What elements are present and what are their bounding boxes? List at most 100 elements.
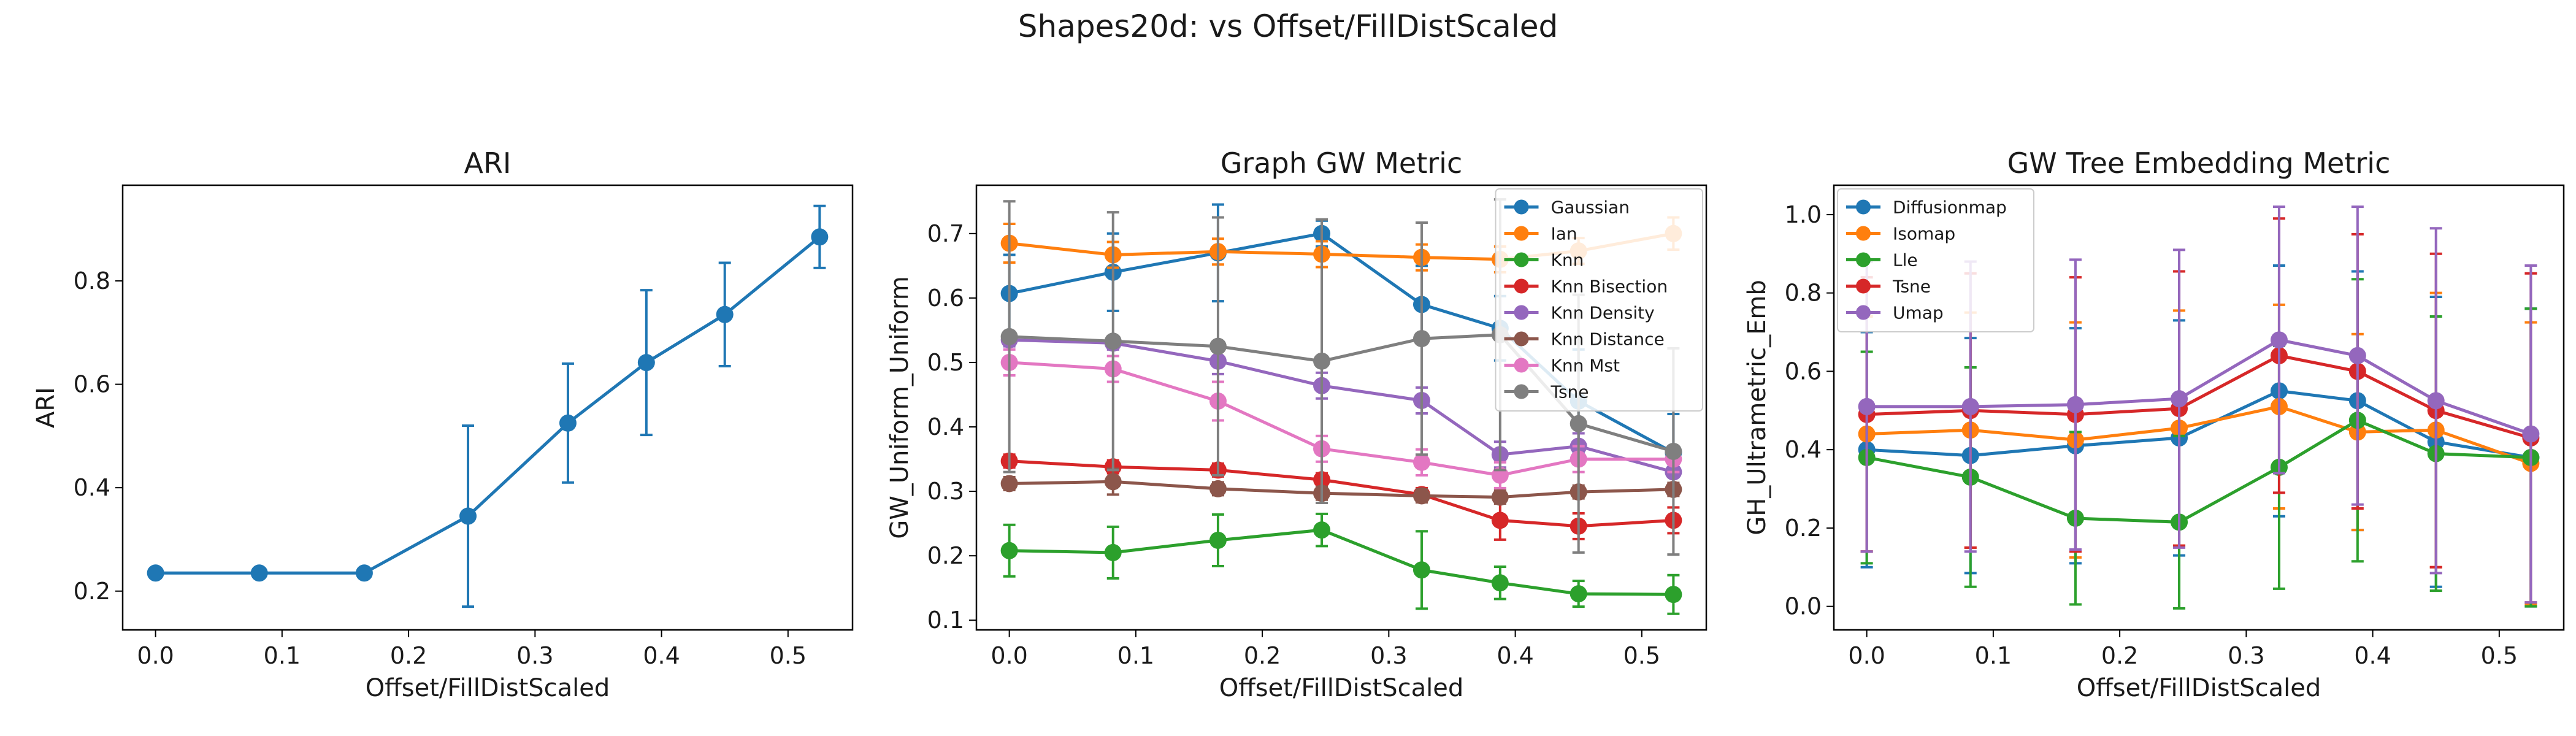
subplot-title: GW Tree Embedding Metric [2007,147,2391,180]
legend-label: Knn Mst [1551,356,1620,376]
legend-marker [1514,305,1529,320]
legend-label: Knn Bisection [1551,277,1668,297]
data-point [559,414,577,432]
legend: Gaussian Ian Knn Knn Bisection Knn Density Kn… [1495,188,1703,412]
series-knn [1000,512,1682,615]
x-tick-label: 0.0 [991,642,1027,669]
subplot-title: Graph GW Metric [1221,147,1462,180]
subplot-2: Graph GW Metric 0.0 0.1 0.2 0.3 0.4 0.5 0.1 0.2 0… [886,147,1708,702]
x-tick-label: 0.3 [1370,642,1407,669]
x-tick-label: 0.3 [2228,642,2264,669]
legend-label: Tsne [1551,382,1589,402]
legend-label: Knn Distance [1551,329,1665,350]
data-point [811,228,829,246]
axes-frame [975,184,1708,631]
legend-item: Tsne [1846,277,1931,297]
data-point [1000,475,1018,493]
data-point [1665,442,1682,460]
data-point [1570,585,1587,603]
data-point [1104,332,1122,350]
legend-frame [1837,188,2034,332]
data-point [1665,586,1682,604]
series-line [1866,354,2532,440]
series-line [1009,338,1674,474]
y-tick-label: 0.4 [927,413,964,440]
data-point [1961,397,1979,415]
data-point [1209,337,1227,355]
legend-item: Umap [1846,303,1944,323]
data-point [1413,561,1430,579]
legend-item: Isomap [1846,224,1955,244]
x-axis-label: Offset/FillDistScaled [2077,674,2321,702]
plot-area [1858,205,2540,610]
data-point [355,564,373,582]
subplot-1: ARI 0.0 0.1 0.2 0.3 0.4 0.5 0.2 0.4 0.6 0.8 Offset/… [32,147,854,702]
legend-marker [1856,199,1871,215]
y-tick-label: 0.6 [1785,358,1822,385]
y-tick-label: 0.4 [74,474,110,501]
legend-label: Tsne [1892,277,1931,297]
data-point [1491,512,1509,529]
x-tick-label: 0.3 [516,642,553,669]
x-tick-label: 0.5 [2481,642,2518,669]
figure-suptitle: Shapes20d: vs Offset/FillDistScaled [1018,9,1558,44]
legend-item: Ian [1504,224,1577,244]
data-point [1313,521,1331,539]
series-line [1866,389,2531,459]
data-point [1413,453,1430,471]
legend-label: Umap [1893,303,1944,323]
data-point [459,507,477,525]
legend: Diffusionmap Isomap Lle Tsne Umap [1837,188,2034,332]
legend-item: Knn Distance [1504,329,1665,350]
legend-item: Diffusionmap [1846,197,2007,218]
y-tick-label: 0.6 [74,371,110,398]
legend-marker [1856,278,1871,294]
data-point [1104,543,1122,561]
x-tick-label: 0.0 [137,642,174,669]
data-point [1858,397,1876,415]
legend-label: Knn Density [1551,303,1655,323]
series-line [1009,480,1674,499]
y-tick-label: 0.6 [927,285,964,312]
data-point [250,564,268,582]
legend-item: Knn Bisection [1504,277,1668,297]
subplots: ARI 0.0 0.1 0.2 0.3 0.4 0.5 0.2 0.4 0.6 0.8 Offset/… [32,147,2565,702]
legend-item: Lle [1846,250,1918,270]
x-tick-label: 0.4 [643,642,680,669]
data-point [716,305,734,323]
series-line [1009,459,1674,528]
y-tick-label: 0.1 [927,607,964,634]
data-point [1491,488,1509,506]
legend-marker [1514,252,1529,267]
legend-label: Lle [1893,250,1918,270]
y-tick-label: 0.7 [927,220,964,247]
data-point [2171,390,2188,408]
x-tick-label: 0.4 [2354,642,2391,669]
legend-marker [1514,278,1529,294]
data-point [1413,330,1430,348]
legend-marker [1514,358,1529,373]
x-tick-label: 0.1 [1975,642,2012,669]
y-tick-label: 0.8 [74,267,110,294]
x-tick-label: 0.5 [770,642,807,669]
x-axis-label: Offset/FillDistScaled [1219,674,1464,702]
legend-label: Gaussian [1551,197,1630,218]
data-point [1209,480,1227,497]
data-point [1570,415,1587,432]
legend-label: Ian [1551,224,1577,244]
data-point [637,354,655,372]
legend-item: Tsne [1504,382,1589,402]
data-point [2522,425,2540,443]
y-tick-label: 0.5 [927,349,964,376]
x-tick-label: 0.4 [1497,642,1533,669]
series-line [1866,418,2531,524]
data-point [1104,473,1122,491]
x-tick-label: 0.5 [1623,642,1660,669]
x-tick-label: 0.1 [264,642,301,669]
x-tick-label: 0.0 [1848,642,1885,669]
axes-frame [121,184,854,631]
data-point [1413,487,1430,505]
data-point [2270,331,2288,349]
